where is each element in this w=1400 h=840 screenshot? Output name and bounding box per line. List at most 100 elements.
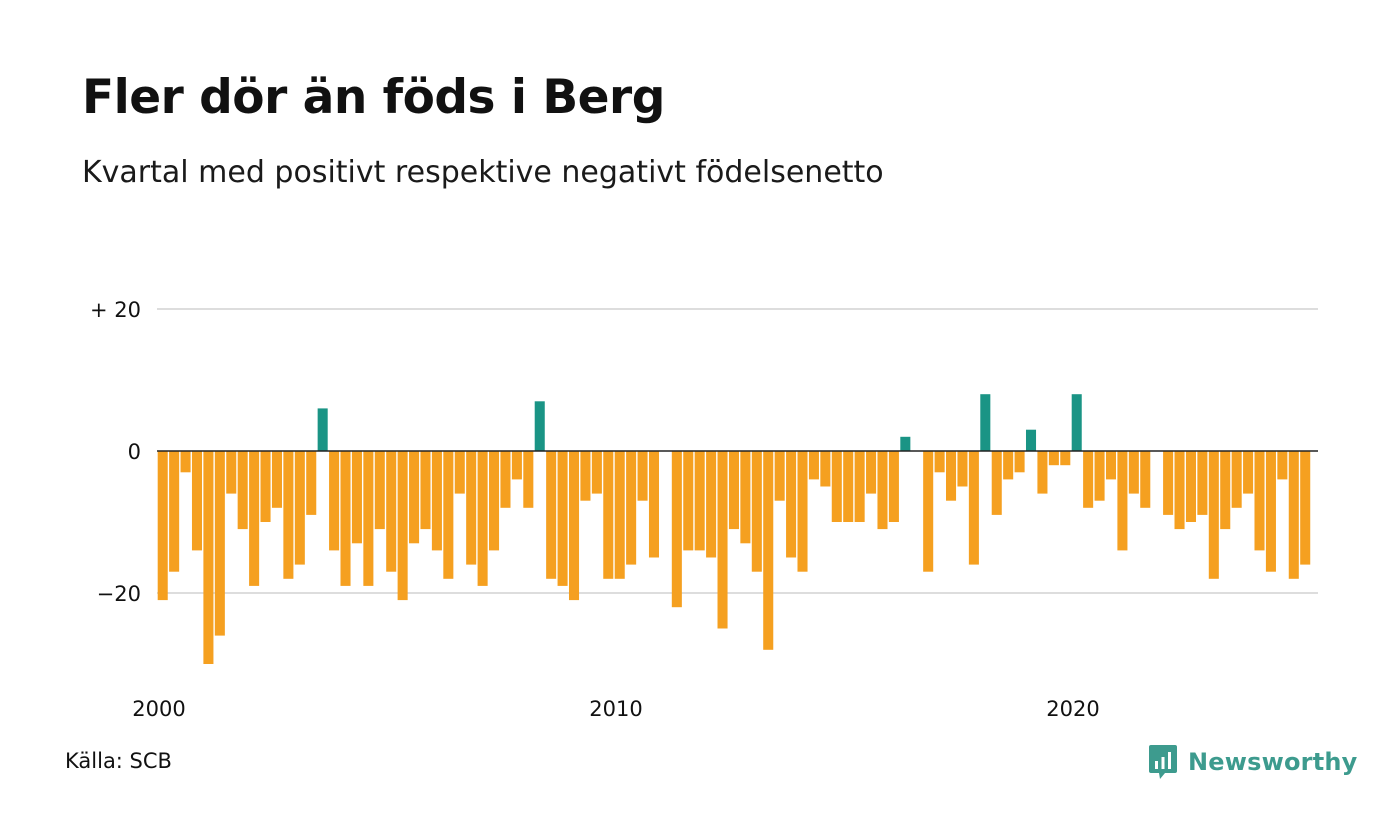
bar-negative: [1128, 451, 1139, 494]
bar-negative: [454, 451, 465, 494]
y-tick-label: + 20: [90, 298, 141, 322]
bar-negative: [409, 451, 420, 544]
brand-logo: Newsworthy: [1148, 742, 1358, 782]
y-tick-label: −20: [97, 582, 141, 606]
bar-negative: [237, 451, 248, 530]
bar-negative: [557, 451, 568, 586]
bar-negative: [603, 451, 614, 579]
bar-negative: [203, 451, 214, 664]
bar-negative: [820, 451, 831, 487]
bar-negative: [866, 451, 877, 494]
bar-negative: [1014, 451, 1025, 473]
bar-negative: [523, 451, 534, 508]
chart-subtitle: Kvartal med positivt respektive negativt…: [82, 155, 884, 190]
bar-negative: [260, 451, 271, 522]
bar-negative: [420, 451, 431, 530]
bar-negative: [1174, 451, 1185, 530]
bar-negative: [854, 451, 865, 522]
bar-negative: [306, 451, 317, 515]
bar-negative: [180, 451, 191, 473]
bar-negative: [626, 451, 637, 565]
bar-negative: [934, 451, 945, 473]
bar-negative: [706, 451, 717, 558]
bar-negative: [923, 451, 934, 572]
bar-negative: [340, 451, 351, 586]
bar-negative: [831, 451, 842, 522]
bar-negative: [991, 451, 1002, 515]
bar-negative: [374, 451, 385, 530]
brand-name: Newsworthy: [1188, 748, 1358, 776]
bar-negative: [226, 451, 237, 494]
bar-negative: [957, 451, 968, 487]
bar-positive: [317, 408, 328, 451]
bar-negative: [1288, 451, 1299, 579]
bar-negative: [157, 451, 168, 601]
bar-negative: [683, 451, 694, 551]
bar-negative: [637, 451, 648, 501]
bar-negative: [1254, 451, 1265, 551]
bar-negative: [694, 451, 705, 551]
bar-negative: [808, 451, 819, 480]
newsworthy-logo-icon: [1149, 745, 1177, 779]
bar-negative: [648, 451, 660, 558]
bar-negative: [1243, 451, 1254, 494]
bar-negative: [1220, 451, 1231, 530]
y-axis-ticks: + 20 0 −20: [90, 298, 141, 606]
bar-negative: [1163, 451, 1174, 515]
bar-negative: [214, 451, 225, 636]
bar-negative: [740, 451, 751, 544]
bar-positive: [980, 394, 991, 451]
y-tick-label: 0: [128, 440, 141, 464]
bar-negative: [431, 451, 442, 551]
bar-negative: [169, 451, 180, 572]
bar-negative: [888, 451, 899, 522]
bar-negative: [294, 451, 305, 565]
bar-negative: [546, 451, 557, 579]
grid-lines: [157, 308, 1318, 594]
bar-negative: [386, 451, 397, 572]
bar-negative: [751, 451, 762, 572]
bar-negative: [489, 451, 500, 551]
bar-negative: [283, 451, 294, 579]
bar-negative: [877, 451, 888, 530]
bar-negative: [1094, 451, 1105, 501]
x-tick-label: 2010: [589, 697, 642, 721]
bar-negative: [1105, 451, 1117, 480]
bar-negative: [774, 451, 785, 501]
bar-negative: [763, 451, 774, 650]
bar-negative: [843, 451, 854, 522]
bar-negative: [1117, 451, 1128, 551]
source-label: Källa: SCB: [65, 749, 172, 773]
bar-negative: [1140, 451, 1151, 508]
bar-negative: [1083, 451, 1094, 508]
bar-positive: [534, 401, 545, 451]
bar-negative: [477, 451, 488, 586]
x-tick-label: 2020: [1046, 697, 1099, 721]
bar-negative: [1208, 451, 1219, 579]
bar-negative: [351, 451, 362, 544]
bar-negative: [968, 451, 979, 565]
chart-title: Fler dör än föds i Berg: [82, 70, 665, 125]
bar-negative: [671, 451, 682, 608]
bar-negative: [1197, 451, 1208, 515]
bar-negative: [397, 451, 408, 601]
bar-negative: [591, 451, 602, 494]
bar-negative: [946, 451, 957, 501]
bar-negative: [363, 451, 374, 586]
bar-negative: [511, 451, 522, 480]
bar-negative: [728, 451, 739, 530]
bar-negative: [1231, 451, 1242, 508]
bar-negative: [1048, 451, 1059, 466]
bar-negative: [786, 451, 797, 558]
bar-negative: [249, 451, 260, 586]
bar-negative: [1265, 451, 1276, 572]
bar-negative: [580, 451, 591, 501]
bar-negative: [1185, 451, 1196, 522]
bar-negative: [797, 451, 808, 572]
bar-negative: [1277, 451, 1288, 480]
bar-negative: [271, 451, 282, 508]
bar-negative: [191, 451, 203, 551]
bar-positive: [1025, 429, 1037, 451]
x-tick-label: 2000: [132, 697, 185, 721]
